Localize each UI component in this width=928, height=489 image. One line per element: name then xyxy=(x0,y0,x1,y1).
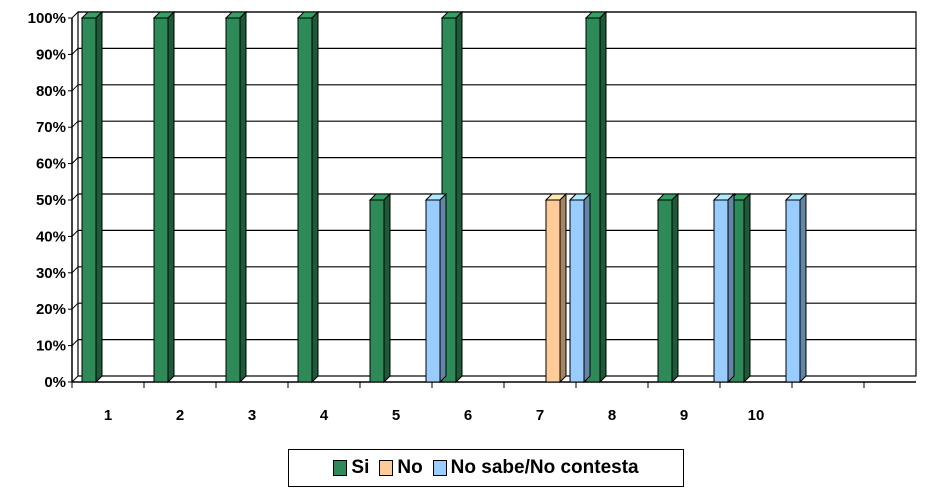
bar-no-sabe-no-contesta-7 xyxy=(568,192,592,384)
bar-side xyxy=(743,192,751,384)
y-tick-label: 20% xyxy=(36,301,66,318)
bar-front xyxy=(425,199,441,383)
y-tick-label: 90% xyxy=(36,46,66,63)
x-tick-label: 10 xyxy=(748,407,765,424)
bar-side xyxy=(455,10,463,384)
legend: Si No No sabe/No contesta xyxy=(288,449,684,487)
bar-layer xyxy=(80,10,808,384)
bar-front xyxy=(657,199,673,383)
gridline-diag xyxy=(71,157,79,164)
bar-side xyxy=(559,192,567,384)
y-tick-label: 0% xyxy=(44,374,66,391)
gridline-diag xyxy=(71,339,79,346)
gridline-diag xyxy=(71,266,79,274)
bar-si-1 xyxy=(80,10,104,384)
y-tick-label: 10% xyxy=(36,338,66,355)
gridline-diag xyxy=(71,193,79,201)
y-tick-label: 70% xyxy=(36,119,66,136)
x-tick-label: 3 xyxy=(248,407,256,424)
x-tick-label: 7 xyxy=(536,407,544,424)
bar-no-sabe-no-contesta-5 xyxy=(424,192,448,384)
bar-front xyxy=(153,17,169,383)
bar-front xyxy=(81,17,97,383)
y-tick-label: 100% xyxy=(28,10,66,27)
floor-edge xyxy=(71,375,79,383)
y-tick-label: 50% xyxy=(36,192,66,209)
legend-label-si: Si xyxy=(351,457,370,478)
x-tick-label: 5 xyxy=(392,407,400,424)
legend-swatch-no xyxy=(379,460,394,476)
axis-layer xyxy=(68,17,916,388)
grid-layer xyxy=(71,11,917,382)
bar-side xyxy=(383,192,391,384)
y-tick-label: 80% xyxy=(36,83,66,100)
y-tick-label: 30% xyxy=(36,265,66,282)
y-tick-label: 40% xyxy=(36,228,66,245)
bar-side xyxy=(799,192,807,384)
legend-swatch-no-sabe xyxy=(432,460,447,476)
label-layer: 0% 10% 20% 30% 40% 50% 60% 70% 80% 90% 100% 1 2 3 4 5 6 7… xyxy=(28,10,765,424)
legend-label-no: No xyxy=(397,457,423,478)
bar-side xyxy=(239,10,247,384)
bar-side xyxy=(167,10,175,384)
legend-item-no-sabe: No sabe/No contesta xyxy=(432,457,639,479)
bar-side xyxy=(95,10,103,384)
gridline-diag xyxy=(71,302,79,310)
x-tick-label: 8 xyxy=(608,407,616,424)
x-tick-label: 9 xyxy=(680,407,688,424)
gridline-diag xyxy=(71,48,79,55)
gridline-diag xyxy=(71,84,79,92)
x-tick-label: 4 xyxy=(320,407,329,424)
bar-no-7 xyxy=(544,192,568,384)
bar-si-2 xyxy=(152,10,176,384)
gridline-diag xyxy=(71,11,79,19)
bar-front xyxy=(369,199,385,383)
bar-front xyxy=(569,199,585,383)
bar-side xyxy=(311,10,319,384)
x-tick-label: 2 xyxy=(176,407,184,424)
bar-front xyxy=(297,17,313,383)
bar-si-9 xyxy=(656,192,680,384)
y-tick-label: 60% xyxy=(36,156,66,173)
x-tick-label: 1 xyxy=(104,407,112,424)
bar-side xyxy=(583,192,591,384)
bar-side xyxy=(671,192,679,384)
bar-side xyxy=(439,192,447,384)
x-tick-label: 6 xyxy=(464,407,472,424)
legend-item-si: Si xyxy=(333,457,369,479)
gridline-diag xyxy=(71,230,79,237)
legend-swatch-si xyxy=(333,460,348,476)
bar-si-4 xyxy=(296,10,320,384)
plot-background xyxy=(72,12,916,382)
legend-label-no-sabe: No sabe/No contesta xyxy=(450,457,639,478)
bar-front xyxy=(225,17,241,383)
bar-si-5 xyxy=(368,192,392,384)
bar-side xyxy=(599,10,607,384)
gridline-diag xyxy=(71,120,79,128)
bar-no-sabe-no-contesta-10 xyxy=(784,192,808,384)
bar-front xyxy=(545,199,561,383)
legend-item-no: No xyxy=(379,457,423,479)
bar-no-sabe-no-contesta-9 xyxy=(712,192,736,384)
bar-si-3 xyxy=(224,10,248,384)
bar-front xyxy=(785,199,801,383)
bar-front xyxy=(713,199,729,383)
bar-side xyxy=(727,192,735,384)
